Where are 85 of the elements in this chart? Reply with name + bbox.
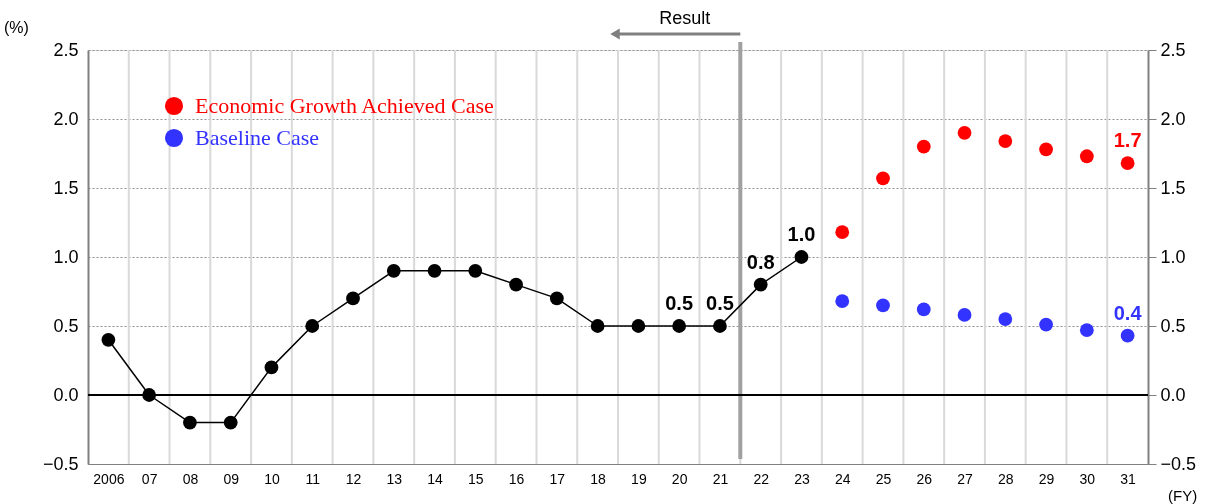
y2-tick-label: 2.0	[1160, 108, 1186, 129]
point	[468, 263, 483, 278]
x-tick-label: 09	[223, 470, 240, 487]
x-tick-label: 30	[1079, 470, 1096, 487]
y-tick-label: 2.0	[53, 108, 79, 129]
x-tick-label: 12	[345, 470, 362, 487]
legend-label: Economic Growth Achieved Case	[195, 93, 494, 118]
x-tick-label: 15	[468, 470, 484, 487]
point	[957, 125, 972, 140]
x-tick-label: 2006	[93, 470, 125, 487]
x-tick-label: 22	[753, 470, 770, 487]
x-tick-label: 23	[794, 470, 810, 487]
point	[835, 225, 850, 240]
y-tick-label: 1.5	[53, 177, 79, 198]
x-tick-label: 26	[916, 470, 933, 487]
point	[1079, 323, 1094, 338]
point	[876, 298, 890, 313]
x-tick-label: 28	[998, 470, 1014, 487]
point	[386, 263, 401, 278]
point	[876, 171, 890, 186]
point	[223, 415, 238, 430]
y-tick-label: 0.0	[53, 384, 79, 405]
point	[427, 263, 442, 278]
x-tick-label: 27	[957, 470, 974, 487]
point	[1120, 328, 1135, 343]
x-tick-label: 24	[834, 470, 851, 487]
point	[1120, 156, 1135, 171]
point	[1039, 142, 1053, 157]
point	[509, 277, 523, 292]
x-tick-label: 11	[305, 470, 321, 487]
legend-label: Baseline Case	[195, 125, 320, 150]
x-tick-label: 18	[590, 470, 607, 487]
point	[346, 291, 360, 306]
x-tick-label: 13	[386, 470, 403, 487]
point	[794, 250, 809, 264]
y-axis-title: (%)	[4, 19, 29, 36]
y-tick-label: 2.5	[53, 39, 79, 60]
y2-tick-label: 0.0	[1160, 384, 1186, 405]
x-tick-label: 25	[875, 470, 892, 487]
x-tick-label: 10	[264, 470, 280, 487]
x-tick-label: 21	[712, 470, 729, 487]
data-label: 0.8	[746, 250, 775, 273]
y2-tick-label: 1.5	[1160, 177, 1186, 198]
point	[998, 312, 1013, 326]
x-tick-label: 20	[671, 470, 688, 487]
y2-tick-label: 2.5	[1160, 39, 1186, 60]
y-tick-label: 1.0	[53, 246, 79, 267]
point	[549, 291, 564, 306]
point	[916, 302, 931, 317]
data-label: 0.4	[1113, 301, 1143, 324]
x-tick-label: 08	[182, 470, 199, 487]
point	[916, 139, 931, 154]
x-tick-label: 31	[1120, 470, 1137, 487]
x-tick-label: 07	[141, 470, 158, 487]
x-tick-label: 17	[549, 470, 566, 487]
point	[142, 388, 157, 402]
point	[305, 319, 320, 333]
data-label: 0.5	[706, 292, 734, 314]
y-tick-label: −0.5	[42, 453, 79, 474]
data-label: 1.0	[787, 223, 816, 245]
point	[631, 319, 646, 333]
x-axis-title: (FY)	[1168, 487, 1198, 504]
data-label: 0.5	[665, 292, 694, 314]
point	[183, 415, 197, 430]
point	[1079, 149, 1094, 164]
y-tick-label: 0.5	[53, 315, 79, 336]
y2-tick-label: −0.5	[1160, 453, 1197, 474]
point	[957, 308, 972, 322]
point	[998, 134, 1013, 148]
x-tick-label: 19	[631, 470, 647, 487]
point	[713, 319, 727, 333]
x-tick-label: 16	[508, 470, 525, 487]
point	[672, 319, 687, 333]
data-label: 1.7	[1113, 129, 1142, 152]
point	[590, 319, 605, 333]
point	[264, 360, 279, 375]
y2-tick-label: 0.5	[1160, 315, 1186, 336]
point	[101, 332, 116, 347]
x-tick-label: 29	[1038, 470, 1055, 487]
point	[835, 294, 850, 309]
point	[1039, 317, 1053, 332]
annotation: Result	[659, 8, 711, 28]
y2-tick-label: 1.0	[1160, 246, 1186, 267]
x-tick-label: 14	[427, 470, 444, 487]
point	[753, 277, 768, 292]
